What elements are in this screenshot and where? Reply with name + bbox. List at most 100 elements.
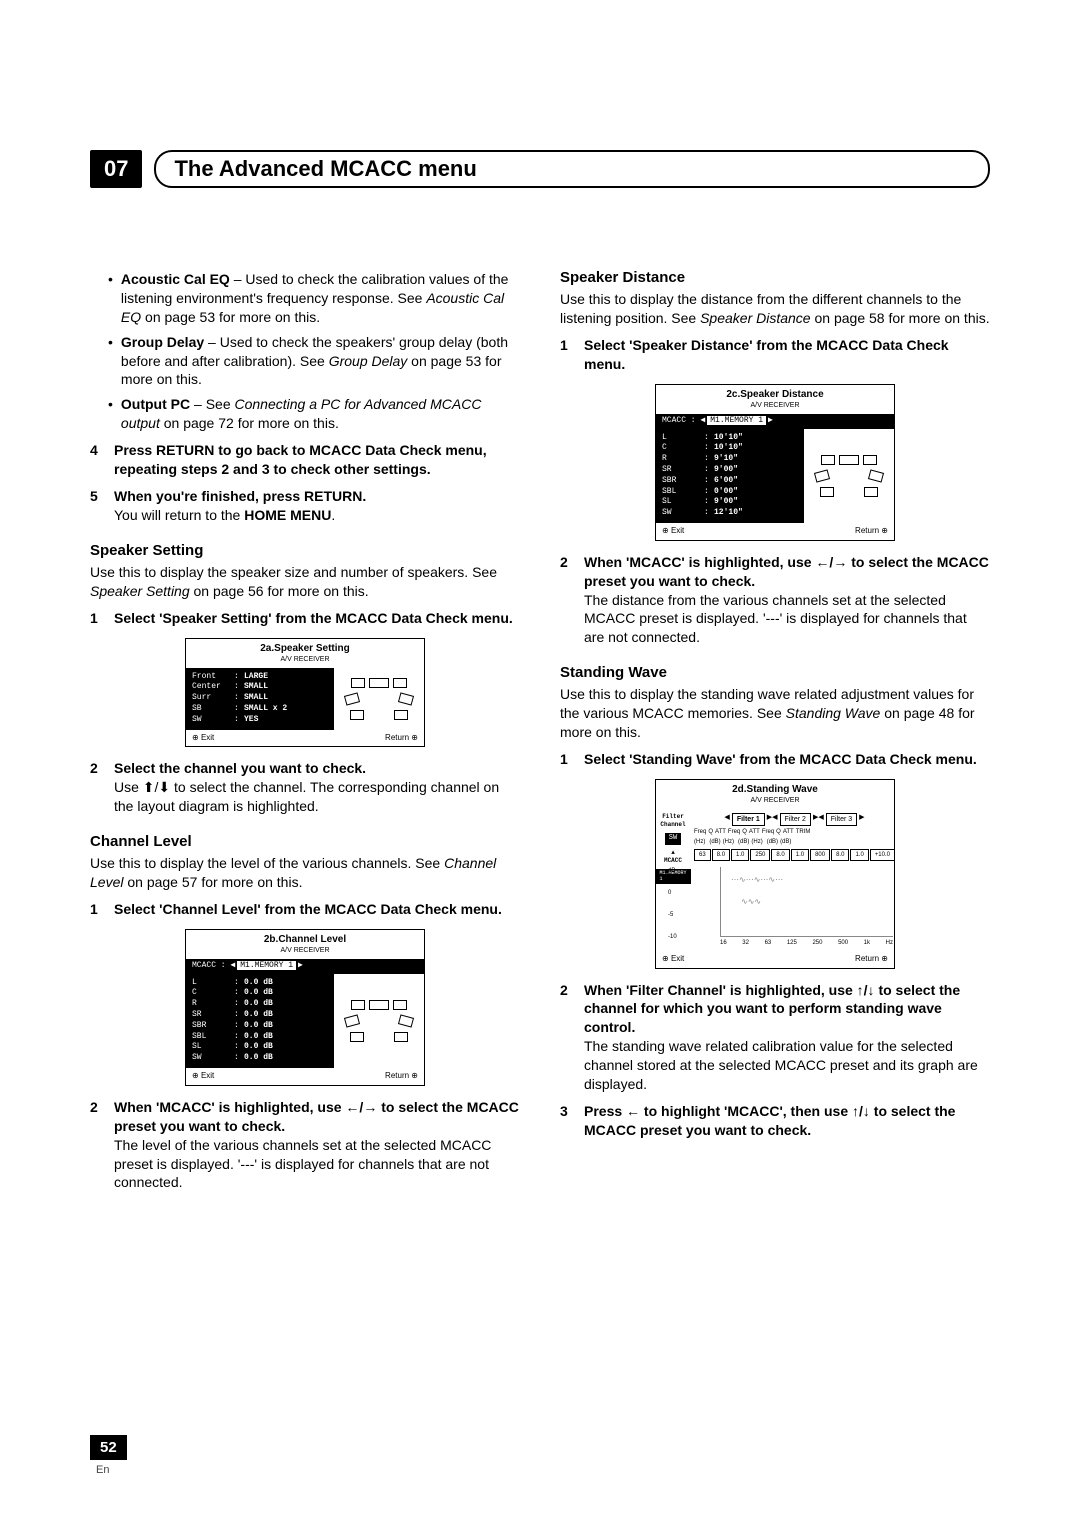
osd-exit: ⊕ Exit <box>662 526 684 537</box>
x-axis-ticks: 1632631252505001kHz <box>720 939 893 947</box>
page-footer: 52 En <box>90 1435 127 1478</box>
filter-panel: ◀ Filter 1 ▶◀ Filter 2 ▶◀ Filter 3 ▶ Fre… <box>690 809 903 951</box>
osd-standing-wave: 2d.Standing Wave A/V RECEIVER Filter Cha… <box>655 779 895 969</box>
osd-exit: ⊕ Exit <box>192 733 214 744</box>
speaker-distance-step2: 2 When 'MCACC' is highlighted, use ←/→ t… <box>560 553 990 647</box>
step-5-text: When you're finished, press RETURN. You … <box>114 487 520 525</box>
bullet-dot-icon: • <box>108 333 113 390</box>
page-language: En <box>96 1464 109 1476</box>
osd-return: Return ⊕ <box>855 526 888 537</box>
standing-wave-para: Use this to display the standing wave re… <box>560 685 990 742</box>
filter-tab: Filter 3 <box>826 813 857 826</box>
osd-subtitle: A/V RECEIVER <box>186 946 424 958</box>
chapter-title-wrap: The Advanced MCACC menu <box>154 150 990 188</box>
content-columns: • Acoustic Cal EQ – Used to check the ca… <box>90 268 990 1194</box>
bullet-acoustic-cal-eq: • Acoustic Cal EQ – Used to check the ca… <box>108 270 520 327</box>
sw-badge: SW <box>665 833 681 844</box>
channel-level-para: Use this to display the level of the var… <box>90 854 520 892</box>
osd-title: 2d.Standing Wave <box>656 780 894 797</box>
bullet-group-delay: • Group Delay – Used to check the speake… <box>108 333 520 390</box>
step-number: 2 <box>90 1098 104 1192</box>
step-text: Select 'Standing Wave' from the MCACC Da… <box>584 750 990 769</box>
speaker-distance-head: Speaker Distance <box>560 268 990 288</box>
step-text: When 'MCACC' is highlighted, use ←/→ to … <box>114 1098 520 1192</box>
step-number: 1 <box>90 900 104 919</box>
step-text: Select 'Speaker Setting' from the MCACC … <box>114 609 520 628</box>
left-column: • Acoustic Cal EQ – Used to check the ca… <box>90 268 520 1194</box>
filter-values: 638.01.0 2508.01.0 8008.01.0 +10.0 <box>690 849 899 863</box>
step-4-text: Press RETURN to go back to MCACC Data Ch… <box>114 441 520 479</box>
speakers-layout-icon <box>334 668 424 730</box>
osd-data-panel: Front:LARGE Center:SMALL Surr:SMALL SB:S… <box>186 668 334 730</box>
bullet-text: Group Delay – Used to check the speakers… <box>121 333 520 390</box>
channel-level-head: Channel Level <box>90 832 520 852</box>
up-down-arrow-icon: ⬆/⬇ <box>143 779 170 795</box>
osd-title: 2b.Channel Level <box>186 930 424 947</box>
chapter-title: The Advanced MCACC menu <box>174 156 970 182</box>
step-text: Select 'Channel Level' from the MCACC Da… <box>114 900 520 919</box>
bullet-text: Acoustic Cal EQ – Used to check the cali… <box>121 270 520 327</box>
osd-subtitle: A/V RECEIVER <box>186 655 424 667</box>
filter-units: (Hz)(dB) (Hz)(dB) (Hz)(dB) (dB) <box>690 838 899 848</box>
channel-level-step1: 1 Select 'Channel Level' from the MCACC … <box>90 900 520 919</box>
filter-col-headers: FreqQATT FreqQATT FreqQATT TRIM <box>690 828 899 838</box>
step-text: Press ← to highlight 'MCACC', then use ↑… <box>584 1102 990 1140</box>
osd-exit: ⊕ Exit <box>662 954 684 965</box>
step-number: 5 <box>90 487 104 525</box>
bullet-dot-icon: • <box>108 395 113 433</box>
right-column: Speaker Distance Use this to display the… <box>560 268 990 1194</box>
mcacc-memory-row: MCACC : ◀M1.MEMORY 1▶ <box>186 959 424 974</box>
osd-footer: ⊕ Exit Return ⊕ <box>656 523 894 540</box>
step-text: When 'Filter Channel' is highlighted, us… <box>584 981 990 1094</box>
step-number: 1 <box>560 336 574 374</box>
speakers-layout-icon <box>334 974 424 1068</box>
step-number: 1 <box>90 609 104 628</box>
osd-footer: ⊕ Exit Return ⊕ <box>656 951 894 968</box>
osd-return: Return ⊕ <box>385 733 418 744</box>
speaker-distance-para: Use this to display the distance from th… <box>560 290 990 328</box>
step-number: 3 <box>560 1102 574 1140</box>
chapter-header: 07 The Advanced MCACC menu <box>90 150 990 188</box>
filter-tabs: ◀ Filter 1 ▶◀ Filter 2 ▶◀ Filter 3 ▶ <box>690 811 899 828</box>
bullet-dot-icon: • <box>108 270 113 327</box>
speaker-setting-step2: 2 Select the channel you want to check. … <box>90 759 520 816</box>
standing-wave-graph: ⋯∿⋯∿⋯∿⋯ ∿∿∿ <box>720 867 893 937</box>
osd-exit: ⊕ Exit <box>192 1071 214 1082</box>
step-number: 1 <box>560 750 574 769</box>
bullet-text: Output PC – See Connecting a PC for Adva… <box>121 395 520 433</box>
osd-data-panel: L:10'10" C:10'10" R:9'10" SR:9'00" SBR:6… <box>656 429 804 523</box>
chapter-number: 07 <box>90 150 142 188</box>
osd-title: 2c.Speaker Distance <box>656 385 894 402</box>
standing-wave-step1: 1 Select 'Standing Wave' from the MCACC … <box>560 750 990 769</box>
mcacc-label: MCACC <box>664 857 682 865</box>
osd-return: Return ⊕ <box>385 1071 418 1082</box>
osd-title: 2a.Speaker Setting <box>186 639 424 656</box>
standing-wave-step3: 3 Press ← to highlight 'MCACC', then use… <box>560 1102 990 1140</box>
speaker-setting-step1: 1 Select 'Speaker Setting' from the MCAC… <box>90 609 520 628</box>
y-axis-ticks: dB 0 -5 -10 <box>668 867 677 941</box>
step-number: 4 <box>90 441 104 479</box>
osd-footer: ⊕ Exit Return ⊕ <box>186 1068 424 1085</box>
speaker-setting-head: Speaker Setting <box>90 541 520 561</box>
osd-footer: ⊕ Exit Return ⊕ <box>186 730 424 747</box>
step-4: 4 Press RETURN to go back to MCACC Data … <box>90 441 520 479</box>
osd-data-panel: L:0.0 dB C:0.0 dB R:0.0 dB SR:0.0 dB SBR… <box>186 974 334 1068</box>
filter-tab: Filter 1 <box>732 813 765 826</box>
standing-wave-step2: 2 When 'Filter Channel' is highlighted, … <box>560 981 990 1094</box>
standing-wave-head: Standing Wave <box>560 663 990 683</box>
step-number: 2 <box>560 981 574 1094</box>
osd-subtitle: A/V RECEIVER <box>656 401 894 413</box>
osd-subtitle: A/V RECEIVER <box>656 796 894 808</box>
speaker-setting-para: Use this to display the speaker size and… <box>90 563 520 601</box>
mcacc-memory-row: MCACC : ◀M1.MEMORY 1▶ <box>656 414 894 429</box>
step-number: 2 <box>560 553 574 647</box>
step-number: 2 <box>90 759 104 816</box>
speaker-distance-step1: 1 Select 'Speaker Distance' from the MCA… <box>560 336 990 374</box>
osd-speaker-setting: 2a.Speaker Setting A/V RECEIVER Front:LA… <box>185 638 425 748</box>
step-text: Select 'Speaker Distance' from the MCACC… <box>584 336 990 374</box>
osd-speaker-distance: 2c.Speaker Distance A/V RECEIVER MCACC :… <box>655 384 895 541</box>
page-number: 52 <box>90 1435 127 1460</box>
osd-return: Return ⊕ <box>855 954 888 965</box>
step-text: When 'MCACC' is highlighted, use ←/→ to … <box>584 553 990 647</box>
osd-channel-level: 2b.Channel Level A/V RECEIVER MCACC : ◀M… <box>185 929 425 1086</box>
